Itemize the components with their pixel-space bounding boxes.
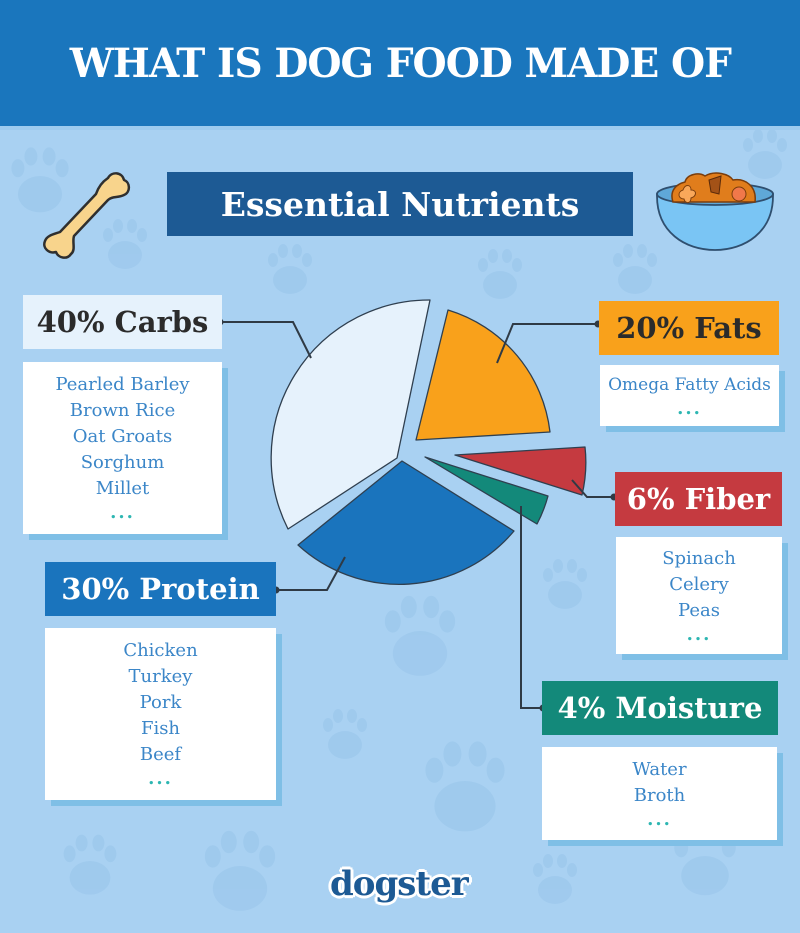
- bone-icon: [43, 172, 131, 259]
- list-item: Water: [632, 758, 687, 780]
- food-bowl-icon: [656, 172, 774, 251]
- list-item: Sorghum: [80, 452, 165, 473]
- list-item: Broth: [633, 784, 686, 806]
- pie-slice-protein[interactable]: [297, 460, 515, 586]
- list-item: Brown Rice: [69, 400, 176, 421]
- list-item: Celery: [669, 573, 729, 595]
- list-item: Chicken: [123, 640, 198, 661]
- more-ellipsis: ...: [686, 623, 712, 645]
- label-moisture: 4% Moisture: [542, 681, 778, 735]
- list-fats: Omega Fatty Acids ...: [600, 365, 779, 426]
- more-ellipsis: ...: [677, 397, 702, 419]
- more-ellipsis: ...: [110, 502, 135, 523]
- list-item: Pearled Barley: [55, 374, 190, 395]
- list-item: Spinach: [662, 547, 736, 569]
- more-ellipsis: ...: [148, 768, 173, 789]
- label-carbs: 40% Carbs: [23, 295, 222, 349]
- label-protein: 30% Protein: [45, 562, 276, 616]
- list-item: Oat Groats: [72, 426, 173, 447]
- header-banner: WHAT IS DOG FOOD MADE OF: [0, 0, 800, 130]
- list-item: Peas: [678, 599, 720, 621]
- list-item: Omega Fatty Acids: [608, 374, 771, 395]
- page-title: WHAT IS DOG FOOD MADE OF: [69, 39, 731, 87]
- list-item: Pork: [139, 692, 182, 713]
- more-ellipsis: ...: [647, 808, 672, 830]
- label-fiber: 6% Fiber: [615, 472, 782, 526]
- section-subtitle: Essential Nutrients: [167, 172, 633, 236]
- list-item: Beef: [139, 744, 182, 765]
- dogster-logo[interactable]: dogster: [330, 864, 469, 904]
- list-item: Millet: [95, 478, 150, 499]
- pie-slice-fats[interactable]: [415, 309, 551, 441]
- label-fats: 20% Fats: [599, 301, 779, 355]
- list-item: Fish: [140, 718, 181, 739]
- list-protein: Chicken Turkey Pork Fish Beef ...: [45, 628, 276, 800]
- list-carbs: Pearled Barley Brown Rice Oat Groats Sor…: [23, 362, 222, 534]
- pie-slice-fiber[interactable]: [454, 446, 587, 496]
- pie-slice-moisture[interactable]: [424, 456, 549, 525]
- leader-lines: [220, 321, 614, 709]
- list-item: Turkey: [128, 666, 193, 687]
- list-moisture: Water Broth ...: [542, 747, 777, 840]
- list-fiber: Spinach Celery Peas ...: [616, 537, 782, 654]
